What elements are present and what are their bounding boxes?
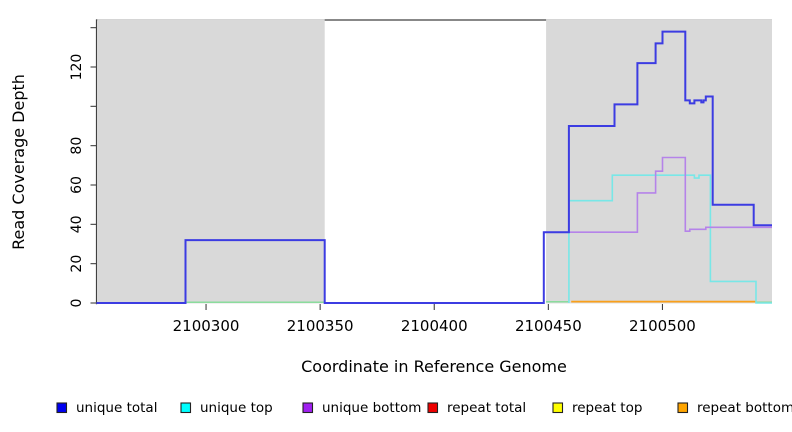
repeat-top-swatch-icon [552, 402, 564, 414]
x-tick-label: 2100400 [401, 317, 468, 335]
legend-item-label: unique total [76, 400, 157, 416]
unique-bottom-swatch-icon [302, 402, 314, 414]
x-tick-label: 2100500 [629, 317, 696, 335]
legend: unique total unique top unique bottom repea… [56, 400, 792, 416]
legend-item-repeat-bottom: repeat bottom [677, 400, 792, 416]
y-axis-title: Read Coverage Depth [9, 74, 28, 250]
y-tick-label: 0 [69, 299, 85, 308]
repeat-region-left-band [97, 19, 325, 304]
coverage-series [96, 30, 772, 304]
series-unique-bottom [543, 156, 772, 233]
legend-item-label: repeat bottom [697, 400, 792, 416]
legend-item-label: unique top [200, 400, 273, 416]
x-tick-label: 2100450 [515, 317, 582, 335]
series-unique-top [568, 174, 772, 304]
repeat-total-swatch-icon [427, 402, 439, 414]
legend-item-label: repeat total [447, 400, 526, 416]
legend-item-unique-top: unique top [180, 400, 273, 416]
repeat-bottom-swatch-icon [677, 402, 689, 414]
series-unique-total [96, 30, 772, 304]
legend-item-repeat-total: repeat total [427, 400, 526, 416]
repeat-region-right-band [546, 19, 772, 304]
legend-item-unique-bottom: unique bottom [302, 400, 421, 416]
y-tick-label: 60 [69, 176, 85, 194]
x-axis-title: Coordinate in Reference Genome [301, 357, 567, 376]
unique-total-swatch-icon [56, 402, 68, 414]
legend-item-repeat-top: repeat top [552, 400, 642, 416]
legend-item-unique-total: unique total [56, 400, 157, 416]
y-tick-label: 40 [69, 215, 85, 233]
legend-item-label: repeat top [572, 400, 642, 416]
x-tick-label: 2100350 [287, 317, 354, 335]
unique-top-swatch-icon [180, 402, 192, 414]
y-tick-label: 20 [69, 255, 85, 273]
x-tick-label: 2100300 [173, 317, 240, 335]
repeat-region-bands [97, 19, 772, 304]
y-tick-label: 120 [69, 54, 85, 81]
y-tick-label: 80 [69, 137, 85, 155]
axis-ticks [90, 27, 664, 310]
legend-item-label: unique bottom [322, 400, 421, 416]
axis-tick-labels: 2100300 2100350 2100400 2100450 2100500 0 20 40… [69, 54, 696, 335]
